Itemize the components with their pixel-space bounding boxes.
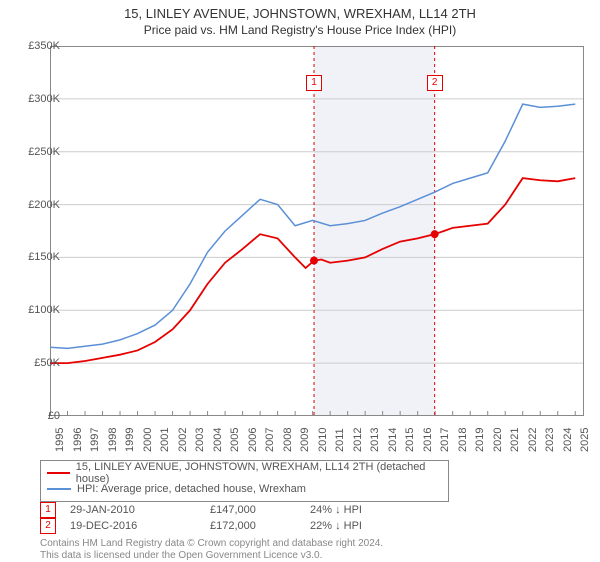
legend-row: 15, LINLEY AVENUE, JOHNSTOWN, WREXHAM, L… xyxy=(47,465,442,481)
x-tick-label: 2014 xyxy=(387,428,399,452)
sale-date: 19-DEC-2016 xyxy=(70,520,210,532)
x-tick-label: 2009 xyxy=(299,428,311,452)
x-tick-label: 2025 xyxy=(579,428,591,452)
x-tick-label: 2011 xyxy=(334,428,346,452)
x-tick-label: 2008 xyxy=(282,428,294,452)
x-tick-label: 2007 xyxy=(264,428,276,452)
y-tick-label: £0 xyxy=(14,410,60,422)
x-tick-label: 2016 xyxy=(422,428,434,452)
chart-area xyxy=(50,46,584,416)
x-tick-label: 2018 xyxy=(457,428,469,452)
chart-title-address: 15, LINLEY AVENUE, JOHNSTOWN, WREXHAM, L… xyxy=(0,6,600,21)
sale-marker-label: 2 xyxy=(427,75,443,91)
x-tick-label: 2020 xyxy=(492,428,504,452)
x-tick-label: 2002 xyxy=(177,428,189,452)
y-tick-label: £250K xyxy=(14,146,60,158)
y-tick-label: £350K xyxy=(14,40,60,52)
x-tick-label: 2000 xyxy=(142,428,154,452)
sale-price: £172,000 xyxy=(210,520,310,532)
x-tick-label: 2023 xyxy=(544,428,556,452)
sale-date: 29-JAN-2010 xyxy=(70,504,210,516)
y-tick-label: £150K xyxy=(14,251,60,263)
x-tick-label: 2006 xyxy=(247,428,259,452)
sale-marker-box: 2 xyxy=(40,518,56,534)
footer-attribution: Contains HM Land Registry data © Crown c… xyxy=(40,538,383,562)
sale-pct-vs-hpi: 24% ↓ HPI xyxy=(310,504,410,516)
y-tick-label: £200K xyxy=(14,199,60,211)
x-tick-label: 2005 xyxy=(229,428,241,452)
chart-svg xyxy=(50,46,584,416)
legend-text: 15, LINLEY AVENUE, JOHNSTOWN, WREXHAM, L… xyxy=(76,461,442,485)
sale-price: £147,000 xyxy=(210,504,310,516)
x-tick-label: 2024 xyxy=(562,428,574,452)
legend-text: HPI: Average price, detached house, Wrex… xyxy=(77,483,306,495)
sales-table: 1 29-JAN-2010£147,00024% ↓ HPI 2 19-DEC-201… xyxy=(40,502,410,534)
x-tick-label: 2012 xyxy=(352,428,364,452)
x-tick-label: 2010 xyxy=(317,428,329,452)
x-tick-label: 2022 xyxy=(527,428,539,452)
x-tick-label: 2015 xyxy=(404,428,416,452)
footer-line1: Contains HM Land Registry data © Crown c… xyxy=(40,538,383,550)
x-tick-label: 1997 xyxy=(89,428,101,452)
legend: 15, LINLEY AVENUE, JOHNSTOWN, WREXHAM, L… xyxy=(40,460,449,502)
sale-marker-box: 1 xyxy=(40,502,56,518)
chart-subtitle: Price paid vs. HM Land Registry's House … xyxy=(0,23,600,37)
x-tick-label: 2003 xyxy=(194,428,206,452)
x-tick-label: 2001 xyxy=(159,428,171,452)
legend-swatch xyxy=(47,488,71,490)
x-tick-label: 1999 xyxy=(124,428,136,452)
x-tick-label: 2017 xyxy=(439,428,451,452)
footer-line2: This data is licensed under the Open Gov… xyxy=(40,550,383,562)
x-tick-label: 1996 xyxy=(72,428,84,452)
x-tick-label: 1998 xyxy=(107,428,119,452)
x-tick-label: 1995 xyxy=(54,428,66,452)
legend-swatch xyxy=(47,472,70,474)
sale-row: 1 29-JAN-2010£147,00024% ↓ HPI xyxy=(40,502,410,518)
x-tick-label: 2013 xyxy=(369,428,381,452)
x-tick-label: 2019 xyxy=(474,428,486,452)
x-tick-label: 2021 xyxy=(509,428,521,452)
y-tick-label: £50K xyxy=(14,357,60,369)
y-tick-label: £100K xyxy=(14,304,60,316)
title-block: 15, LINLEY AVENUE, JOHNSTOWN, WREXHAM, L… xyxy=(0,0,600,37)
sale-row: 2 19-DEC-2016£172,00022% ↓ HPI xyxy=(40,518,410,534)
x-tick-label: 2004 xyxy=(212,428,224,452)
sale-pct-vs-hpi: 22% ↓ HPI xyxy=(310,520,410,532)
y-tick-label: £300K xyxy=(14,93,60,105)
chart-container: 15, LINLEY AVENUE, JOHNSTOWN, WREXHAM, L… xyxy=(0,0,600,560)
sale-marker-label: 1 xyxy=(306,75,322,91)
